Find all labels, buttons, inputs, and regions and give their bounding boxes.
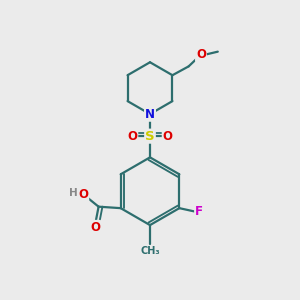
Text: O: O <box>78 188 88 201</box>
Text: O: O <box>90 221 100 234</box>
Text: O: O <box>127 130 137 143</box>
Text: H: H <box>70 188 78 198</box>
Text: O: O <box>196 48 206 61</box>
Text: CH₃: CH₃ <box>140 246 160 256</box>
Text: S: S <box>145 130 155 143</box>
Text: N: N <box>145 108 155 121</box>
Text: O: O <box>163 130 173 143</box>
Text: F: F <box>195 205 203 218</box>
Text: N: N <box>145 108 155 121</box>
